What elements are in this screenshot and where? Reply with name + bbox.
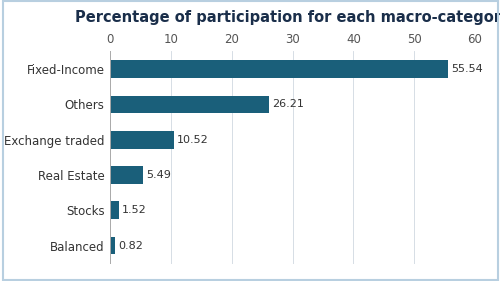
Text: 5.49: 5.49 bbox=[146, 170, 172, 180]
Title: Percentage of participation for each macro-category: Percentage of participation for each mac… bbox=[75, 10, 500, 25]
Text: 10.52: 10.52 bbox=[177, 135, 209, 145]
Text: 0.82: 0.82 bbox=[118, 241, 143, 251]
Text: 1.52: 1.52 bbox=[122, 205, 147, 215]
Text: 26.21: 26.21 bbox=[272, 99, 304, 109]
Bar bbox=[110, 237, 115, 254]
Bar bbox=[110, 60, 448, 78]
Bar bbox=[110, 201, 119, 219]
Text: 55.54: 55.54 bbox=[451, 64, 482, 74]
Bar bbox=[110, 166, 144, 184]
Bar bbox=[110, 96, 270, 113]
Bar bbox=[110, 131, 174, 149]
